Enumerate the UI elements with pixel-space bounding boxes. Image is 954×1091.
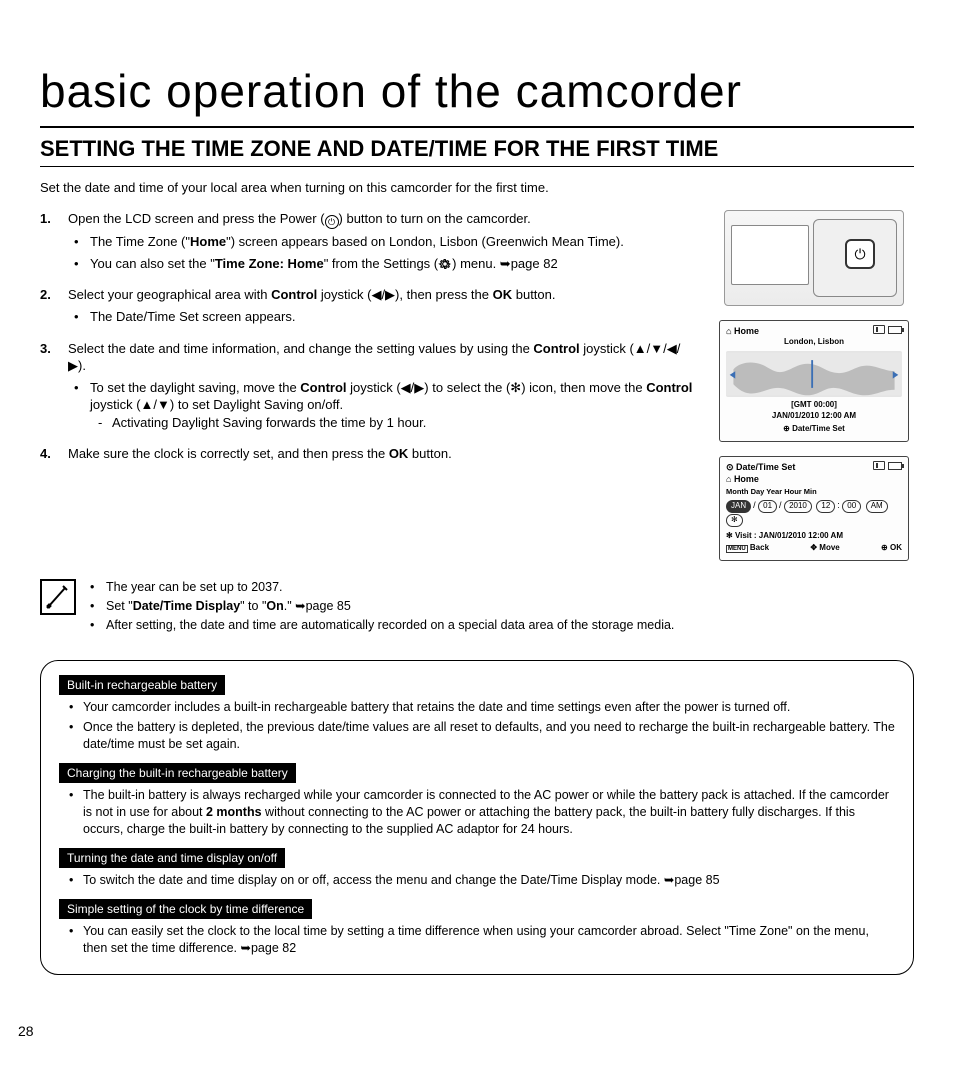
step-3-number: 3. bbox=[40, 340, 51, 358]
step-1-bullet-1: The Time Zone ("Home") screen appears ba… bbox=[90, 233, 698, 251]
note-icon bbox=[40, 579, 76, 615]
info-heading-4: Simple setting of the clock by time diff… bbox=[59, 899, 312, 919]
step-4-text: Make sure the clock is correctly set, an… bbox=[68, 446, 452, 461]
note-1: The year can be set up to 2037. bbox=[90, 579, 674, 596]
info-h1-b1: Your camcorder includes a built-in recha… bbox=[59, 699, 895, 716]
step-1-number: 1. bbox=[40, 210, 51, 228]
gear-icon bbox=[438, 257, 452, 271]
datetime-visit: ✻ Visit : JAN/01/2010 12:00 AM bbox=[726, 531, 902, 542]
step-1-bullet-2: You can also set the "Time Zone: Home" f… bbox=[90, 255, 698, 273]
screen-home-datetime: JAN/01/2010 12:00 AM bbox=[726, 411, 902, 422]
screen-datetime-set: ⊙ Date/Time Set ⌂ Home Month Day Year Ho… bbox=[719, 456, 909, 562]
step-3: 3. Select the date and time information,… bbox=[58, 340, 698, 432]
chapter-title: basic operation of the camcorder bbox=[40, 60, 914, 128]
home-icon: ⌂ bbox=[726, 326, 731, 336]
step-2-text: Select your geographical area with Contr… bbox=[68, 287, 556, 302]
note-3: After setting, the date and time are aut… bbox=[90, 617, 674, 634]
camcorder-illustration: ⏻ bbox=[724, 210, 904, 306]
step-2-bullet-1: The Date/Time Set screen appears. bbox=[90, 308, 698, 326]
world-map bbox=[726, 351, 902, 397]
page-number: 28 bbox=[18, 1022, 34, 1041]
power-icon: ⏻ bbox=[325, 215, 339, 229]
info-box: Built-in rechargeable battery Your camco… bbox=[40, 660, 914, 975]
note-box: The year can be set up to 2037. Set "Dat… bbox=[40, 579, 914, 636]
card-icon bbox=[873, 325, 885, 334]
step-2-number: 2. bbox=[40, 286, 51, 304]
info-heading-1: Built-in rechargeable battery bbox=[59, 675, 225, 695]
info-heading-2: Charging the built-in rechargeable batte… bbox=[59, 763, 296, 783]
dst-toggle-icon: ✻ bbox=[726, 514, 743, 527]
info-h3-b1: To switch the date and time display on o… bbox=[59, 872, 895, 889]
intro-text: Set the date and time of your local area… bbox=[40, 179, 914, 197]
dst-icon: ✻ bbox=[510, 380, 521, 395]
screen-home: ⌂ Home London, Lisbon [GMT 00:00] JAN/01… bbox=[719, 320, 909, 441]
datetime-values: JAN/ 01/ 2010 12: 00 AM ✻ bbox=[726, 499, 902, 527]
info-h4-b1: You can easily set the clock to the loca… bbox=[59, 923, 895, 957]
info-h1-b2: Once the battery is depleted, the previo… bbox=[59, 719, 895, 753]
step-4: 4. Make sure the clock is correctly set,… bbox=[58, 445, 698, 463]
step-1: 1. Open the LCD screen and press the Pow… bbox=[58, 210, 698, 272]
camcorder-power-icon: ⏻ bbox=[845, 239, 875, 269]
step-3-bullet-1: To set the daylight saving, move the Con… bbox=[90, 379, 698, 432]
step-4-number: 4. bbox=[40, 445, 51, 463]
step-1-text: Open the LCD screen and press the Power … bbox=[68, 211, 531, 226]
screen-home-gmt: [GMT 00:00] bbox=[726, 400, 902, 411]
card-icon bbox=[873, 461, 885, 470]
step-3-subbullet-1: Activating Daylight Saving forwards the … bbox=[112, 414, 698, 432]
step-2: 2. Select your geographical area with Co… bbox=[58, 286, 698, 325]
battery-icon bbox=[888, 462, 902, 470]
battery-icon bbox=[888, 326, 902, 334]
info-h2-b1: The built-in battery is always recharged… bbox=[59, 787, 895, 838]
section-title: SETTING THE TIME ZONE AND DATE/TIME FOR … bbox=[40, 134, 914, 167]
step-3-text: Select the date and time information, an… bbox=[68, 341, 680, 374]
screen-home-city: London, Lisbon bbox=[726, 337, 902, 348]
info-heading-3: Turning the date and time display on/off bbox=[59, 848, 285, 868]
datetime-columns: Month Day Year Hour Min bbox=[726, 487, 902, 497]
note-2: Set "Date/Time Display" to "On." ➥page 8… bbox=[90, 598, 674, 615]
